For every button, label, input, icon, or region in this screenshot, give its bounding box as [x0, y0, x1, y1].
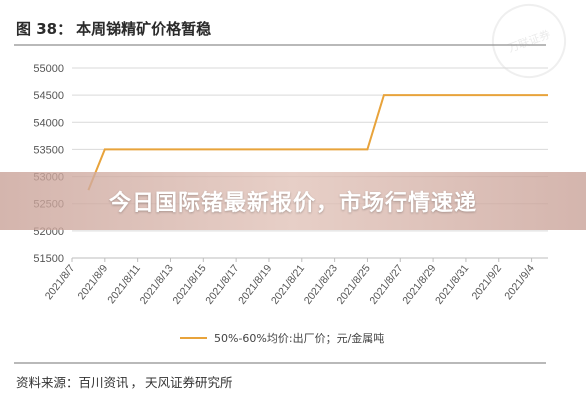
- overlay-banner: 今日国际锗最新报价，市场行情速递: [0, 172, 586, 230]
- y-axis: 5150052000525005300053500540005450055000: [33, 63, 64, 265]
- x-tick-label: 2021/9/2: [470, 262, 505, 302]
- x-tick-label: 2021/9/4: [502, 262, 537, 302]
- x-axis: 2021/8/72021/8/92021/8/112021/8/132021/8…: [43, 257, 548, 307]
- x-tick-label: 2021/8/7: [43, 262, 78, 302]
- y-tick-label: 55000: [33, 63, 64, 75]
- series-line: [87, 94, 548, 191]
- x-tick-label: 2021/8/9: [76, 262, 111, 302]
- figure-title: 图 38： 本周锑精矿价格暂稳: [16, 18, 211, 39]
- source-item: 百川资讯: [78, 375, 129, 390]
- source-divider: [14, 362, 546, 364]
- y-tick-label: 53500: [33, 144, 64, 156]
- banner-headline: 今日国际锗最新报价，市场行情速递: [108, 191, 477, 216]
- source-line: 资料来源：百川资讯，天风证券研究所: [16, 375, 233, 390]
- y-tick-label: 51500: [33, 253, 64, 265]
- figure-title-text: 本周锑精矿价格暂稳: [76, 20, 212, 38]
- x-tick-label: 2021/8/31: [433, 262, 471, 306]
- y-tick-label: 54500: [33, 90, 64, 102]
- plot-area: [87, 94, 548, 191]
- chart-legend: 50%-60%均价:出厂价；元/金属吨: [180, 331, 384, 345]
- figure-number: 图 38：: [16, 20, 73, 38]
- title-divider: [14, 44, 546, 46]
- source-label: 资料来源：: [16, 375, 79, 390]
- legend-label: 50%-60%均价:出厂价；元/金属吨: [214, 331, 384, 345]
- y-tick-label: 54000: [33, 117, 64, 129]
- source-item: 天风证券研究所: [145, 375, 233, 390]
